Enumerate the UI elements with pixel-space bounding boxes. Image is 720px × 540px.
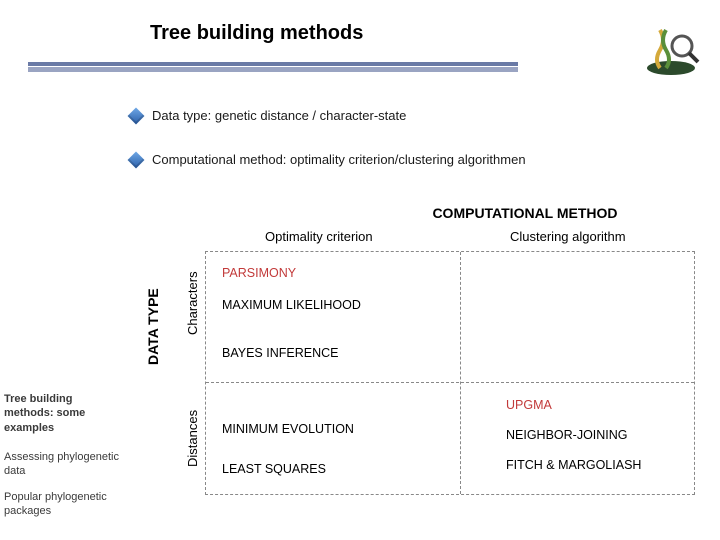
bullet-2-text: Computational method: optimality criteri… bbox=[152, 152, 526, 167]
logo-icon bbox=[640, 18, 702, 80]
grid-box: PARSIMONY MAXIMUM LIKELIHOOD BAYES INFER… bbox=[205, 251, 695, 495]
title-text: Tree building methods bbox=[150, 22, 363, 44]
cell-lsq: LEAST SQUARES bbox=[222, 462, 326, 476]
col-sub-2: Clustering algorithm bbox=[510, 229, 626, 244]
cell-minevo: MINIMUM EVOLUTION bbox=[222, 422, 354, 436]
col-header: COMPUTATIONAL METHOD bbox=[355, 205, 695, 221]
cell-bayes: BAYES INFERENCE bbox=[222, 346, 338, 360]
col-sub-1: Optimality criterion bbox=[265, 229, 373, 244]
bullet-2: Computational method: optimality criteri… bbox=[130, 152, 526, 167]
title-underline bbox=[28, 62, 518, 72]
cell-ml: MAXIMUM LIKELIHOOD bbox=[222, 298, 361, 312]
methods-table: COMPUTATIONAL METHOD Optimality criterio… bbox=[155, 205, 695, 495]
grid-vline bbox=[460, 252, 461, 494]
diamond-icon bbox=[128, 107, 145, 124]
slide-title: Tree building methods bbox=[150, 22, 363, 45]
bullet-1-text: Data type: genetic distance / character-… bbox=[152, 108, 406, 123]
cell-upgma: UPGMA bbox=[506, 398, 552, 412]
row-sub-1: Characters bbox=[185, 271, 200, 335]
cell-nj: NEIGHBOR-JOINING bbox=[506, 428, 628, 442]
grid-hline bbox=[206, 382, 694, 383]
row-header: DATA TYPE bbox=[145, 288, 161, 365]
cell-fitch: FITCH & MARGOLIASH bbox=[506, 458, 641, 472]
diamond-icon bbox=[128, 151, 145, 168]
sidebar-item-1: Tree building methods: some examples bbox=[4, 392, 124, 435]
cell-parsimony: PARSIMONY bbox=[222, 266, 296, 280]
sidebar-item-3: Popular phylogenetic packages bbox=[4, 490, 124, 519]
row-sub-2: Distances bbox=[185, 410, 200, 467]
bullet-1: Data type: genetic distance / character-… bbox=[130, 108, 406, 123]
sidebar-item-2: Assessing phylogenetic data bbox=[4, 450, 124, 479]
